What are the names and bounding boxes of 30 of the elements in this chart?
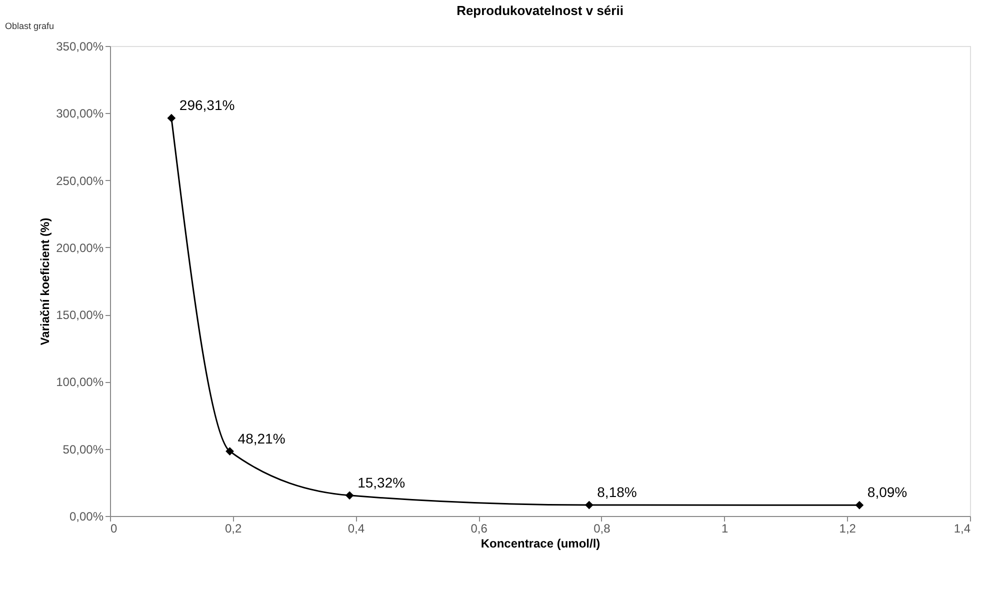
y-tick-label: 100,00% bbox=[56, 375, 104, 390]
y-tick-label: 350,00% bbox=[56, 40, 104, 54]
data-label: 48,21% bbox=[238, 430, 286, 446]
chart-title: Reprodukovatelnost v sérii bbox=[456, 3, 624, 18]
y-tick-label: 250,00% bbox=[56, 174, 104, 188]
point bbox=[226, 447, 234, 456]
point bbox=[345, 491, 354, 500]
x-tick-label: 0,4 bbox=[348, 522, 365, 536]
data-label: 8,18% bbox=[597, 484, 637, 500]
x-tick-label: 0,8 bbox=[594, 522, 611, 536]
y-tick-label: 200,00% bbox=[56, 240, 104, 255]
x-tick-label: 1 bbox=[721, 522, 728, 536]
y-axis-title: Variační koeficient (%) bbox=[38, 218, 52, 346]
point bbox=[855, 500, 864, 510]
point bbox=[584, 500, 594, 510]
data-label: 296,31% bbox=[179, 97, 235, 114]
y-tick-label: 150,00% bbox=[56, 308, 104, 322]
data-label: 15,32% bbox=[358, 474, 406, 490]
y-tick-label: 0,00% bbox=[69, 510, 104, 524]
data-label: 8,09% bbox=[867, 484, 908, 500]
x-tick-label: 1,2 bbox=[839, 522, 856, 536]
x-tick-label: 0 bbox=[110, 522, 118, 536]
y-tick-label: 50,00% bbox=[62, 442, 104, 456]
x-tick-label: 0,2 bbox=[225, 522, 242, 536]
x-tick-label: 1,4 bbox=[954, 522, 971, 536]
x-tick-label: 0,6 bbox=[470, 522, 488, 536]
point bbox=[167, 114, 176, 122]
text: Oblast grafu bbox=[5, 21, 54, 31]
y-tick-label: 300,00% bbox=[56, 106, 104, 121]
x-axis-title: Koncentrace (umol/l) bbox=[480, 536, 600, 550]
